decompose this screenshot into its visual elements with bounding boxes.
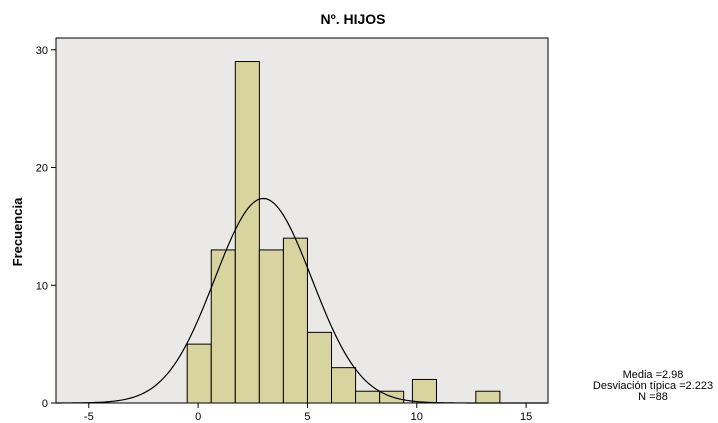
histogram-bar-0 [186,343,212,404]
y-tick-label-2: 20 [36,163,48,175]
x-tick-label-2: 5 [304,411,310,423]
y-tick-label-1: 10 [36,280,48,292]
x-tick-label-3: 10 [411,411,423,423]
stat-mean: Media =2.98 [623,369,684,381]
histogram-bar-6 [331,367,357,404]
y-tick-label-3: 30 [36,45,48,57]
stat-n: N =88 [638,391,668,403]
stat-sd: Desviación típica =2.223 [593,380,713,392]
y-tick-label-0: 0 [42,398,48,410]
stats-box: Media =2.98 Desviación típica =2.223 N =… [593,369,713,403]
x-tick-label-0: -5 [84,411,94,423]
chart-title: Nº. HIJOS [320,11,385,27]
histogram-bar-4 [282,237,308,404]
histogram-bar-7 [355,390,381,404]
histogram-bar-12 [475,390,501,404]
axes-group: -5 0 5 10 15 0 10 20 30 [36,45,533,423]
histogram-bar-extra-0 [411,378,437,404]
y-axis-label: Frecuencia [10,197,25,266]
bars-group [186,61,501,404]
histogram-bar-5 [306,331,333,404]
histogram-bar-2 [234,61,260,404]
histogram-bar-1 [210,249,236,404]
x-tick-label-1: 0 [195,411,201,423]
x-tick-label-4: 15 [520,411,532,423]
normal-curve [55,197,548,404]
histogram-bar-3 [258,249,284,404]
